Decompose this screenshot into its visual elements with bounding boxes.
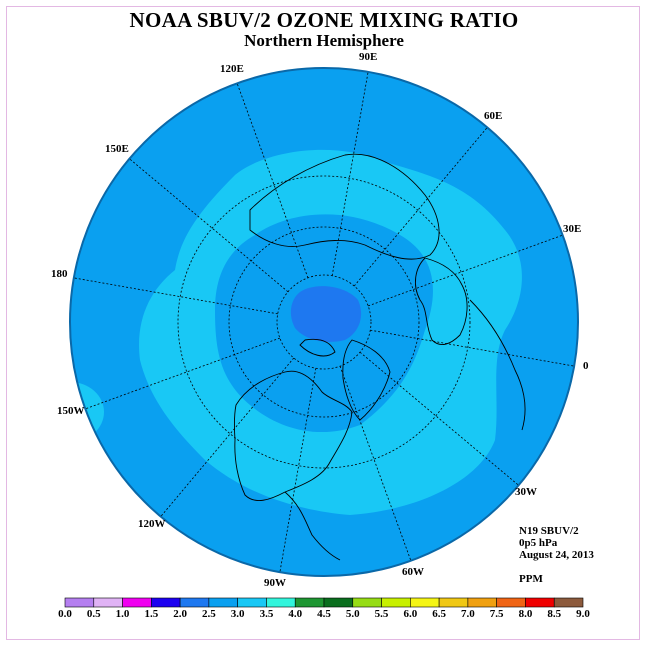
colorbar-tick-label: 6.0: [403, 608, 418, 620]
colorbar-tick-label: 2.5: [202, 608, 216, 620]
meridian-lines: [73, 71, 575, 573]
lon-label-30w: 30W: [515, 486, 537, 498]
colorbar-tick-label: 3.0: [230, 608, 245, 620]
figure-frame: [6, 6, 640, 640]
meridian-line: [73, 277, 278, 315]
meridian-line: [368, 234, 563, 307]
colorbar-tick-label: 5.0: [345, 608, 360, 620]
lon-label-60e: 60E: [484, 110, 503, 122]
ozone-core-2.0-2.5: [290, 286, 362, 342]
meridian-line: [331, 71, 369, 276]
meridian-line: [160, 357, 295, 517]
colorbar-tick-label: 4.5: [317, 608, 331, 620]
colorbar-tick-label: 9.0: [576, 608, 590, 620]
colorbar-tick-label: 3.5: [259, 608, 274, 620]
coast-europe: [414, 257, 468, 346]
map-subtitle: Northern Hemisphere: [244, 31, 404, 50]
info-instrument: N19 SBUV/2: [519, 525, 579, 537]
colorbar-tick-label: 5.5: [374, 608, 389, 620]
lon-label-90e: 90E: [359, 51, 378, 63]
colorbar-tick-label: 4.0: [288, 608, 303, 620]
meridian-line: [85, 337, 280, 410]
latitude-circles: [177, 175, 471, 469]
meridian-line: [353, 127, 488, 287]
meridian-line: [129, 158, 289, 293]
map-boundary: [69, 67, 579, 577]
colorbar-tick-label: 1.0: [115, 608, 130, 620]
coast-central-america: [284, 491, 341, 561]
colorbar-tick-label: 8.0: [518, 608, 533, 620]
coast-africa: [469, 299, 526, 431]
lon-label-180: 180: [51, 268, 68, 280]
lon-label-120w: 120W: [138, 518, 166, 530]
colorbar-tick-label: 7.0: [461, 608, 475, 620]
meridian-line: [359, 351, 519, 486]
lon-label-120e: 120E: [220, 63, 244, 75]
lat-circle-60: [228, 226, 420, 418]
coast-asia: [249, 153, 440, 260]
coast-greenland: [342, 339, 391, 421]
colorbar-tick-label: 1.5: [144, 608, 159, 620]
lon-label-30e: 30E: [563, 223, 582, 235]
lon-label-60w: 60W: [402, 566, 424, 578]
lon-label-150e: 150E: [105, 143, 129, 155]
lon-label-90w: 90W: [264, 577, 286, 589]
meridian-line: [279, 368, 317, 573]
map-title: NOAA SBUV/2 OZONE MIXING RATIO: [129, 8, 519, 32]
lon-label-0: 0: [583, 360, 589, 372]
meridian-line: [370, 329, 575, 367]
lat-circle-45: [177, 175, 471, 469]
info-level: 0p5 hPa: [519, 537, 558, 549]
colorbar-tick-label: 2.0: [173, 608, 187, 620]
lat-circle-75: [276, 274, 372, 370]
colorbar-tick-label: 8.5: [547, 608, 562, 620]
colorbar-tick-label: 7.5: [489, 608, 504, 620]
coast-north-america: [233, 370, 353, 502]
info-units: PPM: [519, 573, 543, 585]
colorbar-tick-label: 0.0: [58, 608, 72, 620]
lon-label-150w: 150W: [57, 405, 85, 417]
colorbar-tick-label: 6.5: [432, 608, 446, 620]
coast-arctic-islands: [299, 338, 336, 357]
coastlines: [233, 153, 526, 561]
info-date: August 24, 2013: [519, 549, 594, 561]
colorbar-tick-label: 0.5: [86, 608, 101, 620]
meridian-line: [236, 83, 309, 278]
meridian-line: [339, 366, 412, 561]
